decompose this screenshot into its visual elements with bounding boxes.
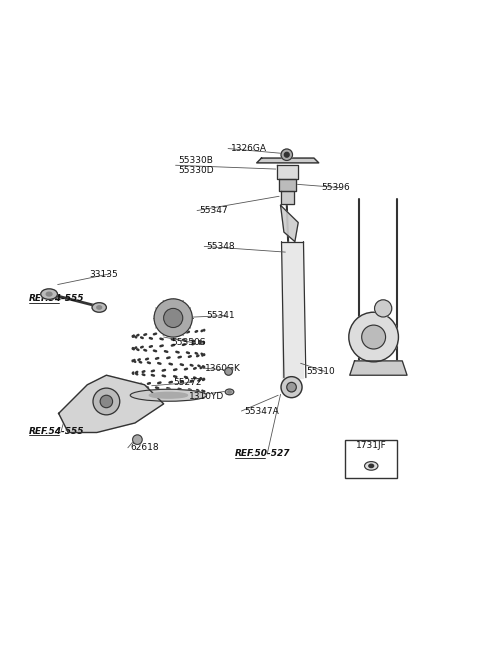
- Polygon shape: [350, 361, 407, 375]
- Circle shape: [349, 312, 398, 362]
- Ellipse shape: [225, 389, 234, 395]
- Ellipse shape: [228, 391, 231, 393]
- Text: 55347: 55347: [199, 206, 228, 215]
- Polygon shape: [281, 242, 303, 378]
- Ellipse shape: [92, 303, 107, 312]
- Text: 1326GA: 1326GA: [230, 144, 266, 153]
- Ellipse shape: [97, 306, 102, 309]
- Text: REF.54-555: REF.54-555: [29, 294, 84, 303]
- Circle shape: [225, 367, 232, 375]
- Polygon shape: [281, 205, 298, 242]
- Circle shape: [284, 153, 289, 157]
- Ellipse shape: [149, 392, 188, 398]
- Circle shape: [287, 383, 296, 392]
- Ellipse shape: [130, 389, 206, 402]
- Circle shape: [132, 435, 142, 445]
- Text: 55347A: 55347A: [244, 407, 278, 415]
- Circle shape: [281, 377, 302, 398]
- Polygon shape: [281, 191, 294, 204]
- Polygon shape: [257, 158, 319, 163]
- Ellipse shape: [41, 289, 58, 299]
- Text: 62618: 62618: [130, 443, 159, 452]
- Circle shape: [164, 309, 183, 328]
- Polygon shape: [279, 179, 296, 191]
- Circle shape: [362, 325, 385, 349]
- Circle shape: [100, 395, 113, 407]
- Polygon shape: [59, 375, 164, 432]
- FancyBboxPatch shape: [345, 440, 397, 478]
- Text: 55310: 55310: [306, 367, 335, 376]
- Text: 55396: 55396: [321, 183, 350, 192]
- Circle shape: [154, 299, 192, 337]
- Text: 33135: 33135: [90, 270, 119, 278]
- Text: REF.50-527: REF.50-527: [235, 449, 291, 458]
- Text: 55272: 55272: [173, 378, 202, 387]
- Text: 1731JF: 1731JF: [356, 441, 386, 451]
- Text: 1360GK: 1360GK: [205, 364, 241, 373]
- Circle shape: [93, 388, 120, 415]
- Ellipse shape: [364, 462, 378, 470]
- Circle shape: [374, 300, 392, 317]
- Circle shape: [281, 149, 292, 160]
- Ellipse shape: [369, 464, 373, 468]
- Text: REF.54-555: REF.54-555: [29, 427, 84, 436]
- Text: 1310YD: 1310YD: [189, 392, 224, 402]
- Text: 55341: 55341: [206, 311, 235, 320]
- Text: 55330B
55330D: 55330B 55330D: [178, 155, 214, 175]
- Text: 55350S: 55350S: [171, 338, 205, 347]
- Polygon shape: [277, 165, 298, 179]
- Text: 55348: 55348: [206, 242, 235, 251]
- Ellipse shape: [46, 292, 52, 296]
